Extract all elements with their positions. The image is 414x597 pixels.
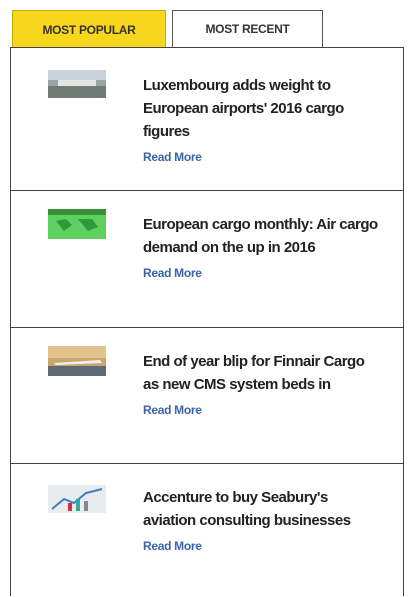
- read-more[interactable]: Read More: [143, 539, 202, 553]
- article-title[interactable]: European cargo monthly: Air cargo demand…: [143, 213, 383, 283]
- article: Accenture to buy Seabury's aviation cons…: [11, 464, 403, 597]
- read-more[interactable]: Read More: [143, 403, 202, 417]
- thumbnail: [48, 70, 106, 98]
- article: Luxembourg adds weight to European airpo…: [11, 48, 403, 191]
- tab-most-popular[interactable]: MOST POPULAR: [12, 10, 166, 48]
- article-list: Luxembourg adds weight to European airpo…: [10, 47, 404, 596]
- article: End of year blip for Finnair Cargo as ne…: [11, 328, 403, 464]
- article-title[interactable]: Luxembourg adds weight to European airpo…: [143, 74, 383, 167]
- article-title[interactable]: End of year blip for Finnair Cargo as ne…: [143, 350, 383, 420]
- thumbnail: [48, 209, 106, 239]
- tab-most-recent[interactable]: MOST RECENT: [172, 10, 323, 48]
- article-title[interactable]: Accenture to buy Seabury's aviation cons…: [143, 486, 383, 556]
- read-more[interactable]: Read More: [143, 150, 202, 164]
- article: European cargo monthly: Air cargo demand…: [11, 191, 403, 328]
- thumbnail: [48, 485, 106, 513]
- read-more[interactable]: Read More: [143, 266, 202, 280]
- thumbnail: [48, 346, 106, 376]
